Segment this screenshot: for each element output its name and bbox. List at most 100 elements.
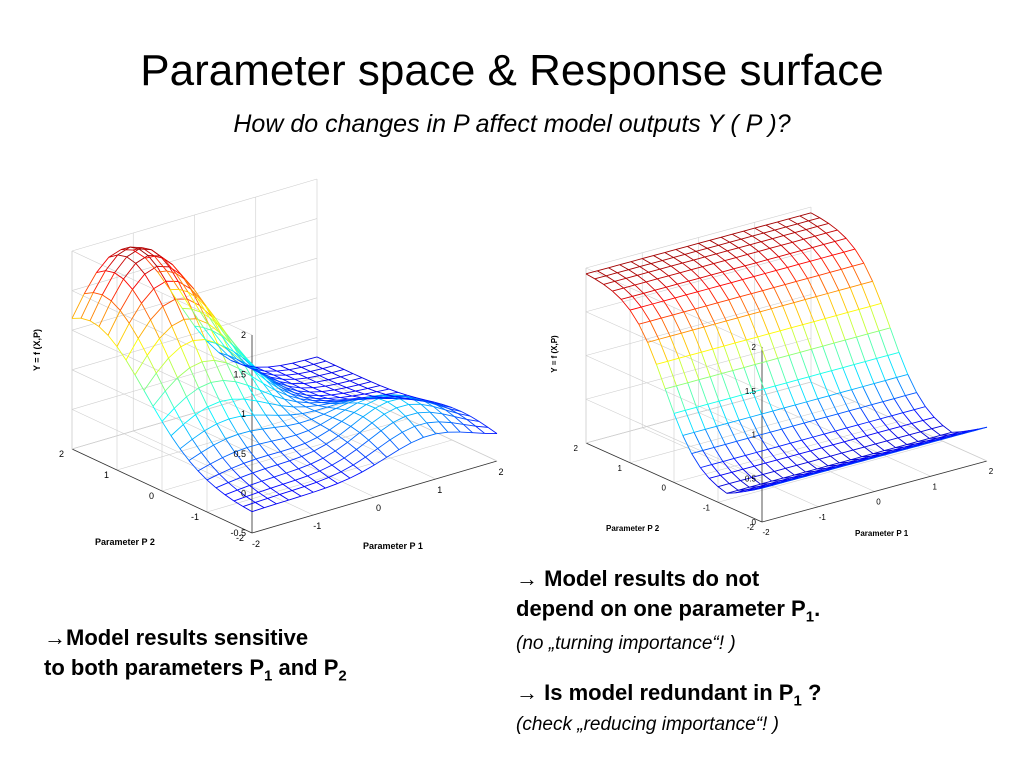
surface-mesh-line	[394, 396, 404, 399]
surface-mesh-line	[110, 278, 124, 302]
surface-mesh-line	[352, 393, 365, 397]
surface-mesh-line	[788, 351, 801, 356]
surface-mesh-line	[841, 452, 851, 461]
surface-mesh-line	[753, 465, 764, 475]
surface-mesh-line	[673, 409, 686, 414]
surface-mesh-line	[188, 452, 202, 461]
grid-line	[585, 355, 763, 435]
surface-mesh-line	[949, 433, 959, 436]
surface-mesh-line	[733, 458, 744, 470]
surface-mesh-line	[889, 426, 901, 430]
surface-mesh-line	[881, 451, 891, 454]
z-tick-label: 2	[752, 343, 757, 352]
surface-mesh-line	[827, 290, 839, 294]
surface-mesh-line	[259, 389, 270, 404]
surface-mesh-line	[763, 232, 773, 240]
surface-mesh-line	[388, 388, 399, 393]
surface-mesh-line	[297, 390, 307, 396]
x-tick-label: -1	[313, 521, 321, 531]
surface-mesh-line	[298, 463, 311, 470]
surface-mesh-line	[268, 403, 282, 407]
surface-mesh-line	[737, 486, 750, 491]
surface-mesh-line	[650, 263, 661, 270]
surface-mesh-line	[233, 500, 244, 507]
surface-mesh-line	[267, 366, 278, 372]
note-right2-italic: (check „reducing importance“! )	[516, 714, 779, 735]
surface-mesh-line	[735, 257, 746, 267]
surface-mesh-line	[304, 359, 314, 365]
surface-mesh-line	[93, 292, 103, 296]
surface-mesh-line	[252, 472, 263, 482]
surface-mesh-line	[875, 443, 885, 451]
surface-mesh-line	[726, 489, 739, 494]
surface-mesh-line	[314, 410, 324, 415]
surface-mesh-line	[768, 333, 779, 359]
surface-mesh-line	[141, 302, 151, 321]
y-tick-label: 1	[618, 464, 623, 473]
surface-mesh-line	[800, 348, 812, 353]
surface-mesh-line	[806, 401, 816, 421]
surface-mesh-line	[143, 390, 154, 407]
surface-mesh-line	[614, 281, 624, 289]
surface-mesh-line	[298, 373, 308, 379]
surface-mesh-line	[799, 450, 811, 455]
surface-mesh-line	[287, 395, 298, 403]
surface-mesh-line	[267, 376, 280, 383]
surface-mesh-line	[349, 471, 363, 479]
surface-mesh-line	[249, 430, 260, 445]
surface-mesh-line	[337, 477, 351, 484]
surface-mesh-line	[309, 391, 319, 397]
surface-mesh-line	[597, 270, 607, 277]
surface-mesh-line	[880, 418, 890, 430]
surface-mesh-line	[865, 358, 877, 362]
surface-mesh-line	[357, 398, 368, 401]
surface-mesh-line	[396, 404, 409, 409]
surface-mesh-line	[325, 383, 338, 387]
surface-mesh-line	[295, 434, 306, 444]
surface-mesh-line	[775, 382, 787, 387]
surface-mesh-line	[868, 456, 878, 459]
surface-mesh-line	[815, 296, 826, 319]
surface-mesh-line	[261, 476, 275, 482]
surface-mesh-line	[406, 396, 416, 399]
surface-mesh-line	[206, 340, 220, 353]
surface-mesh-line	[871, 404, 881, 420]
surface-mesh-line	[718, 401, 729, 424]
surface-mesh-line	[702, 263, 714, 268]
surface-mesh-line	[194, 325, 208, 342]
surface-mesh-line	[290, 413, 303, 416]
surface-mesh-line	[861, 455, 871, 458]
surface-mesh-line	[298, 371, 311, 375]
surface-mesh-line	[303, 396, 313, 401]
surface-mesh-line	[920, 431, 930, 439]
surface-mesh-line	[888, 451, 898, 454]
surface-mesh-line	[605, 275, 616, 282]
surface-mesh-line	[682, 262, 692, 271]
surface-mesh-line	[802, 321, 815, 326]
surface-mesh-line	[690, 351, 702, 356]
surface-mesh-line	[955, 432, 965, 436]
surface-mesh-line	[820, 469, 830, 473]
surface-mesh-line	[830, 455, 840, 464]
surface-mesh-line	[714, 323, 725, 347]
surface-mesh-line	[772, 238, 782, 246]
surface-mesh-line	[861, 280, 873, 285]
surface-mesh-line	[302, 413, 312, 420]
surface-mesh-line	[126, 248, 140, 258]
surface-mesh-line	[857, 424, 868, 436]
surface-mesh-line	[742, 465, 755, 470]
surface-mesh-line	[756, 452, 766, 464]
surface-mesh-line	[942, 425, 953, 433]
surface-mesh-line	[873, 380, 886, 385]
surface-mesh-line	[339, 395, 353, 398]
surface-mesh-line	[880, 415, 892, 420]
surface-mesh-line	[277, 460, 290, 466]
surface-mesh-line	[740, 480, 750, 488]
surface-mesh-line	[84, 292, 94, 295]
surface-mesh-line	[263, 383, 276, 391]
surface-mesh-line	[740, 235, 753, 240]
surface-mesh-line	[237, 485, 250, 491]
surface-mesh-line	[700, 464, 712, 469]
surface-mesh-line	[302, 410, 315, 414]
surface-mesh-line	[817, 395, 830, 400]
